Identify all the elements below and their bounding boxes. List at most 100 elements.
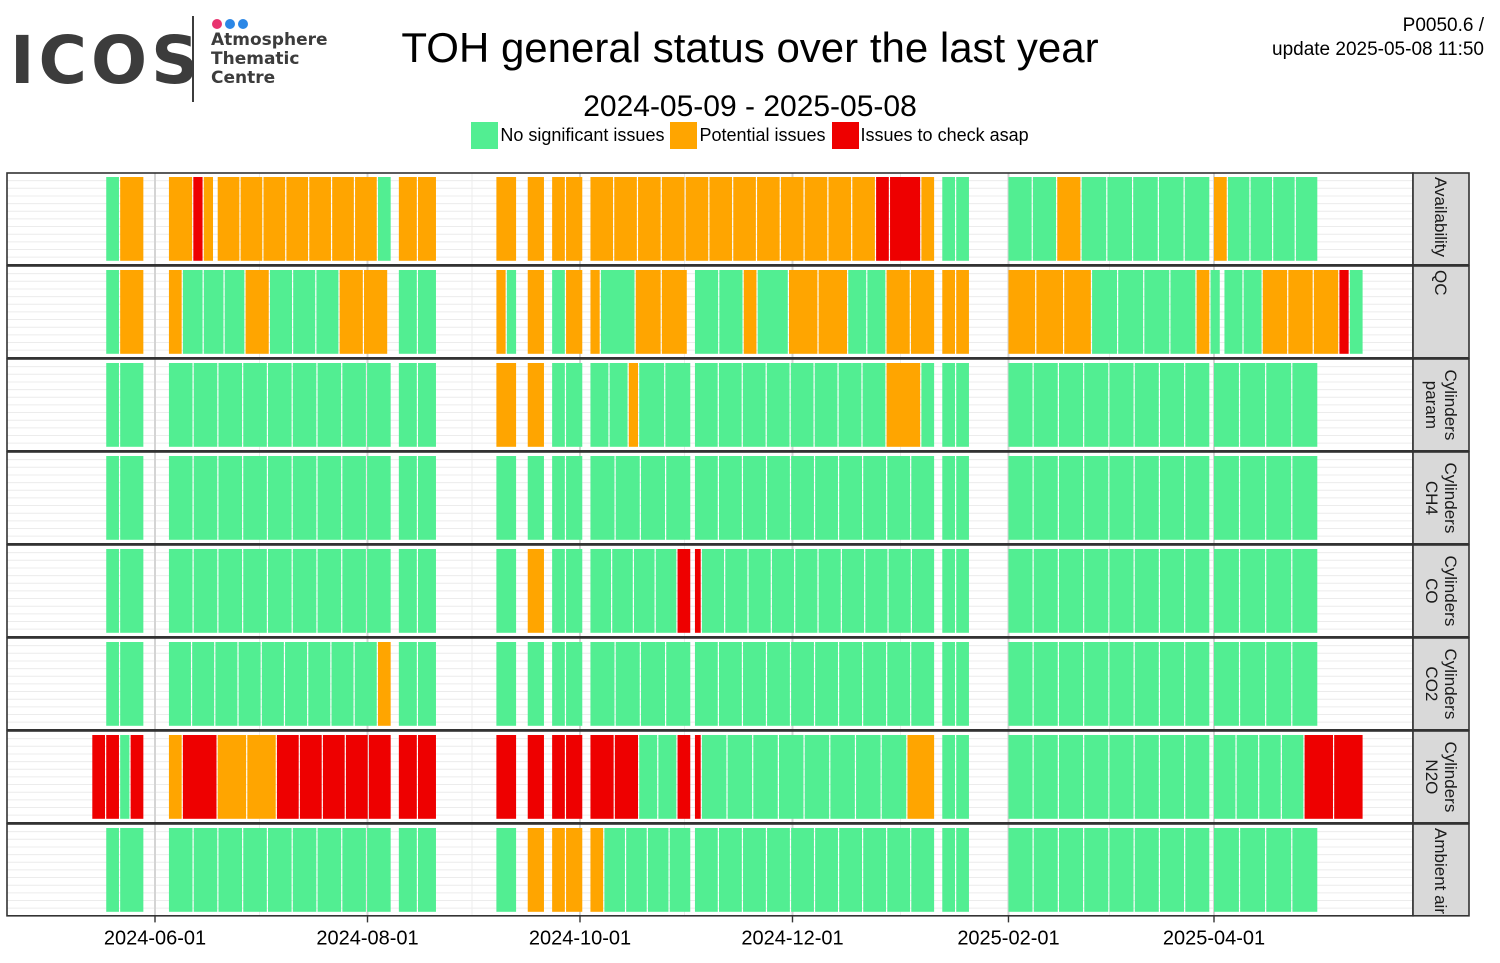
status-tile <box>1160 828 1185 912</box>
status-tile <box>818 549 841 633</box>
status-tile <box>193 828 218 912</box>
status-tile <box>527 828 544 912</box>
status-tile <box>1109 828 1134 912</box>
status-tile <box>418 177 436 261</box>
status-tile <box>193 549 218 633</box>
facet-strip <box>1412 637 1470 731</box>
status-tile <box>694 363 718 447</box>
status-tile <box>1292 642 1318 726</box>
status-tile <box>168 735 182 819</box>
status-tile <box>1240 363 1266 447</box>
status-tile <box>218 549 243 633</box>
status-tile <box>718 828 742 912</box>
status-tile <box>566 828 583 912</box>
status-tile <box>245 270 269 354</box>
facet-strip <box>1412 823 1470 917</box>
status-tile <box>566 270 583 354</box>
status-tile <box>368 735 391 819</box>
x-axis-tick-label: 2024-08-01 <box>316 927 418 949</box>
status-tile <box>815 642 838 726</box>
legend-swatch-asap <box>831 122 859 149</box>
logo-dot <box>212 19 222 29</box>
status-tile <box>1266 549 1292 633</box>
status-tile <box>106 642 119 726</box>
status-tile <box>1058 735 1084 819</box>
status-tile <box>839 456 863 540</box>
status-tile <box>815 456 838 540</box>
status-tile <box>590 270 600 354</box>
status-tile <box>1058 363 1084 447</box>
status-tile <box>1185 828 1210 912</box>
status-tile <box>1033 363 1058 447</box>
status-tile <box>791 828 814 912</box>
status-tile <box>418 270 436 354</box>
status-tile <box>1259 735 1281 819</box>
status-tile <box>354 642 377 726</box>
status-tile <box>552 642 565 726</box>
status-tile <box>1109 549 1134 633</box>
status-tile <box>332 177 354 261</box>
x-axis-tick-label: 2024-06-01 <box>104 927 206 949</box>
status-tile <box>1058 828 1084 912</box>
status-tile <box>496 549 517 633</box>
status-tile <box>718 642 742 726</box>
status-tile <box>1134 456 1159 540</box>
status-tile <box>1214 735 1236 819</box>
status-tile <box>342 363 366 447</box>
status-tile <box>1134 549 1159 633</box>
update-timestamp: update 2025-05-08 11:50 <box>1272 39 1484 60</box>
status-tile <box>345 735 368 819</box>
status-tile <box>590 735 614 819</box>
status-tile <box>269 270 292 354</box>
status-tile <box>640 456 666 540</box>
status-tile <box>1185 735 1210 819</box>
status-tile <box>753 735 778 819</box>
status-tile <box>1334 735 1363 819</box>
status-tile <box>1243 270 1262 354</box>
status-tile <box>1109 735 1134 819</box>
status-tile <box>106 735 119 819</box>
status-tile <box>418 549 436 633</box>
status-tile <box>1185 363 1210 447</box>
x-axis-tick-label: 2025-02-01 <box>957 927 1059 949</box>
status-tile <box>888 549 911 633</box>
legend-item-asap: Issues to check asap <box>831 122 1029 149</box>
status-tile <box>867 270 886 354</box>
status-tile <box>496 828 517 912</box>
status-tile <box>1144 270 1170 354</box>
status-tile <box>552 363 565 447</box>
status-tile <box>1133 177 1158 261</box>
status-tile <box>292 549 317 633</box>
status-tile <box>956 735 969 819</box>
status-tile <box>733 177 756 261</box>
status-tile <box>527 642 544 726</box>
status-tile <box>1109 456 1134 540</box>
status-tile <box>268 828 292 912</box>
status-tile <box>552 456 565 540</box>
status-tile <box>767 642 790 726</box>
status-tile <box>921 177 935 261</box>
status-tile <box>316 270 339 354</box>
status-tile <box>1134 363 1159 447</box>
status-tile <box>694 549 701 633</box>
status-tile <box>694 828 718 912</box>
status-tile <box>1032 177 1057 261</box>
status-tile <box>789 270 818 354</box>
status-tile <box>355 177 377 261</box>
status-tile <box>106 828 119 912</box>
status-tile <box>217 735 247 819</box>
status-tile <box>1210 270 1220 354</box>
legend-swatch-ok <box>471 122 499 149</box>
status-tile <box>309 177 331 261</box>
status-tile <box>615 642 640 726</box>
status-tile <box>1008 642 1033 726</box>
status-tile <box>1134 735 1159 819</box>
status-tile <box>635 270 661 354</box>
status-tile <box>590 549 612 633</box>
status-tile <box>804 177 828 261</box>
status-tile <box>1250 177 1273 261</box>
status-tile <box>743 270 757 354</box>
status-tile <box>398 177 417 261</box>
status-tile <box>804 735 830 819</box>
x-axis-tick-label: 2024-10-01 <box>529 927 631 949</box>
